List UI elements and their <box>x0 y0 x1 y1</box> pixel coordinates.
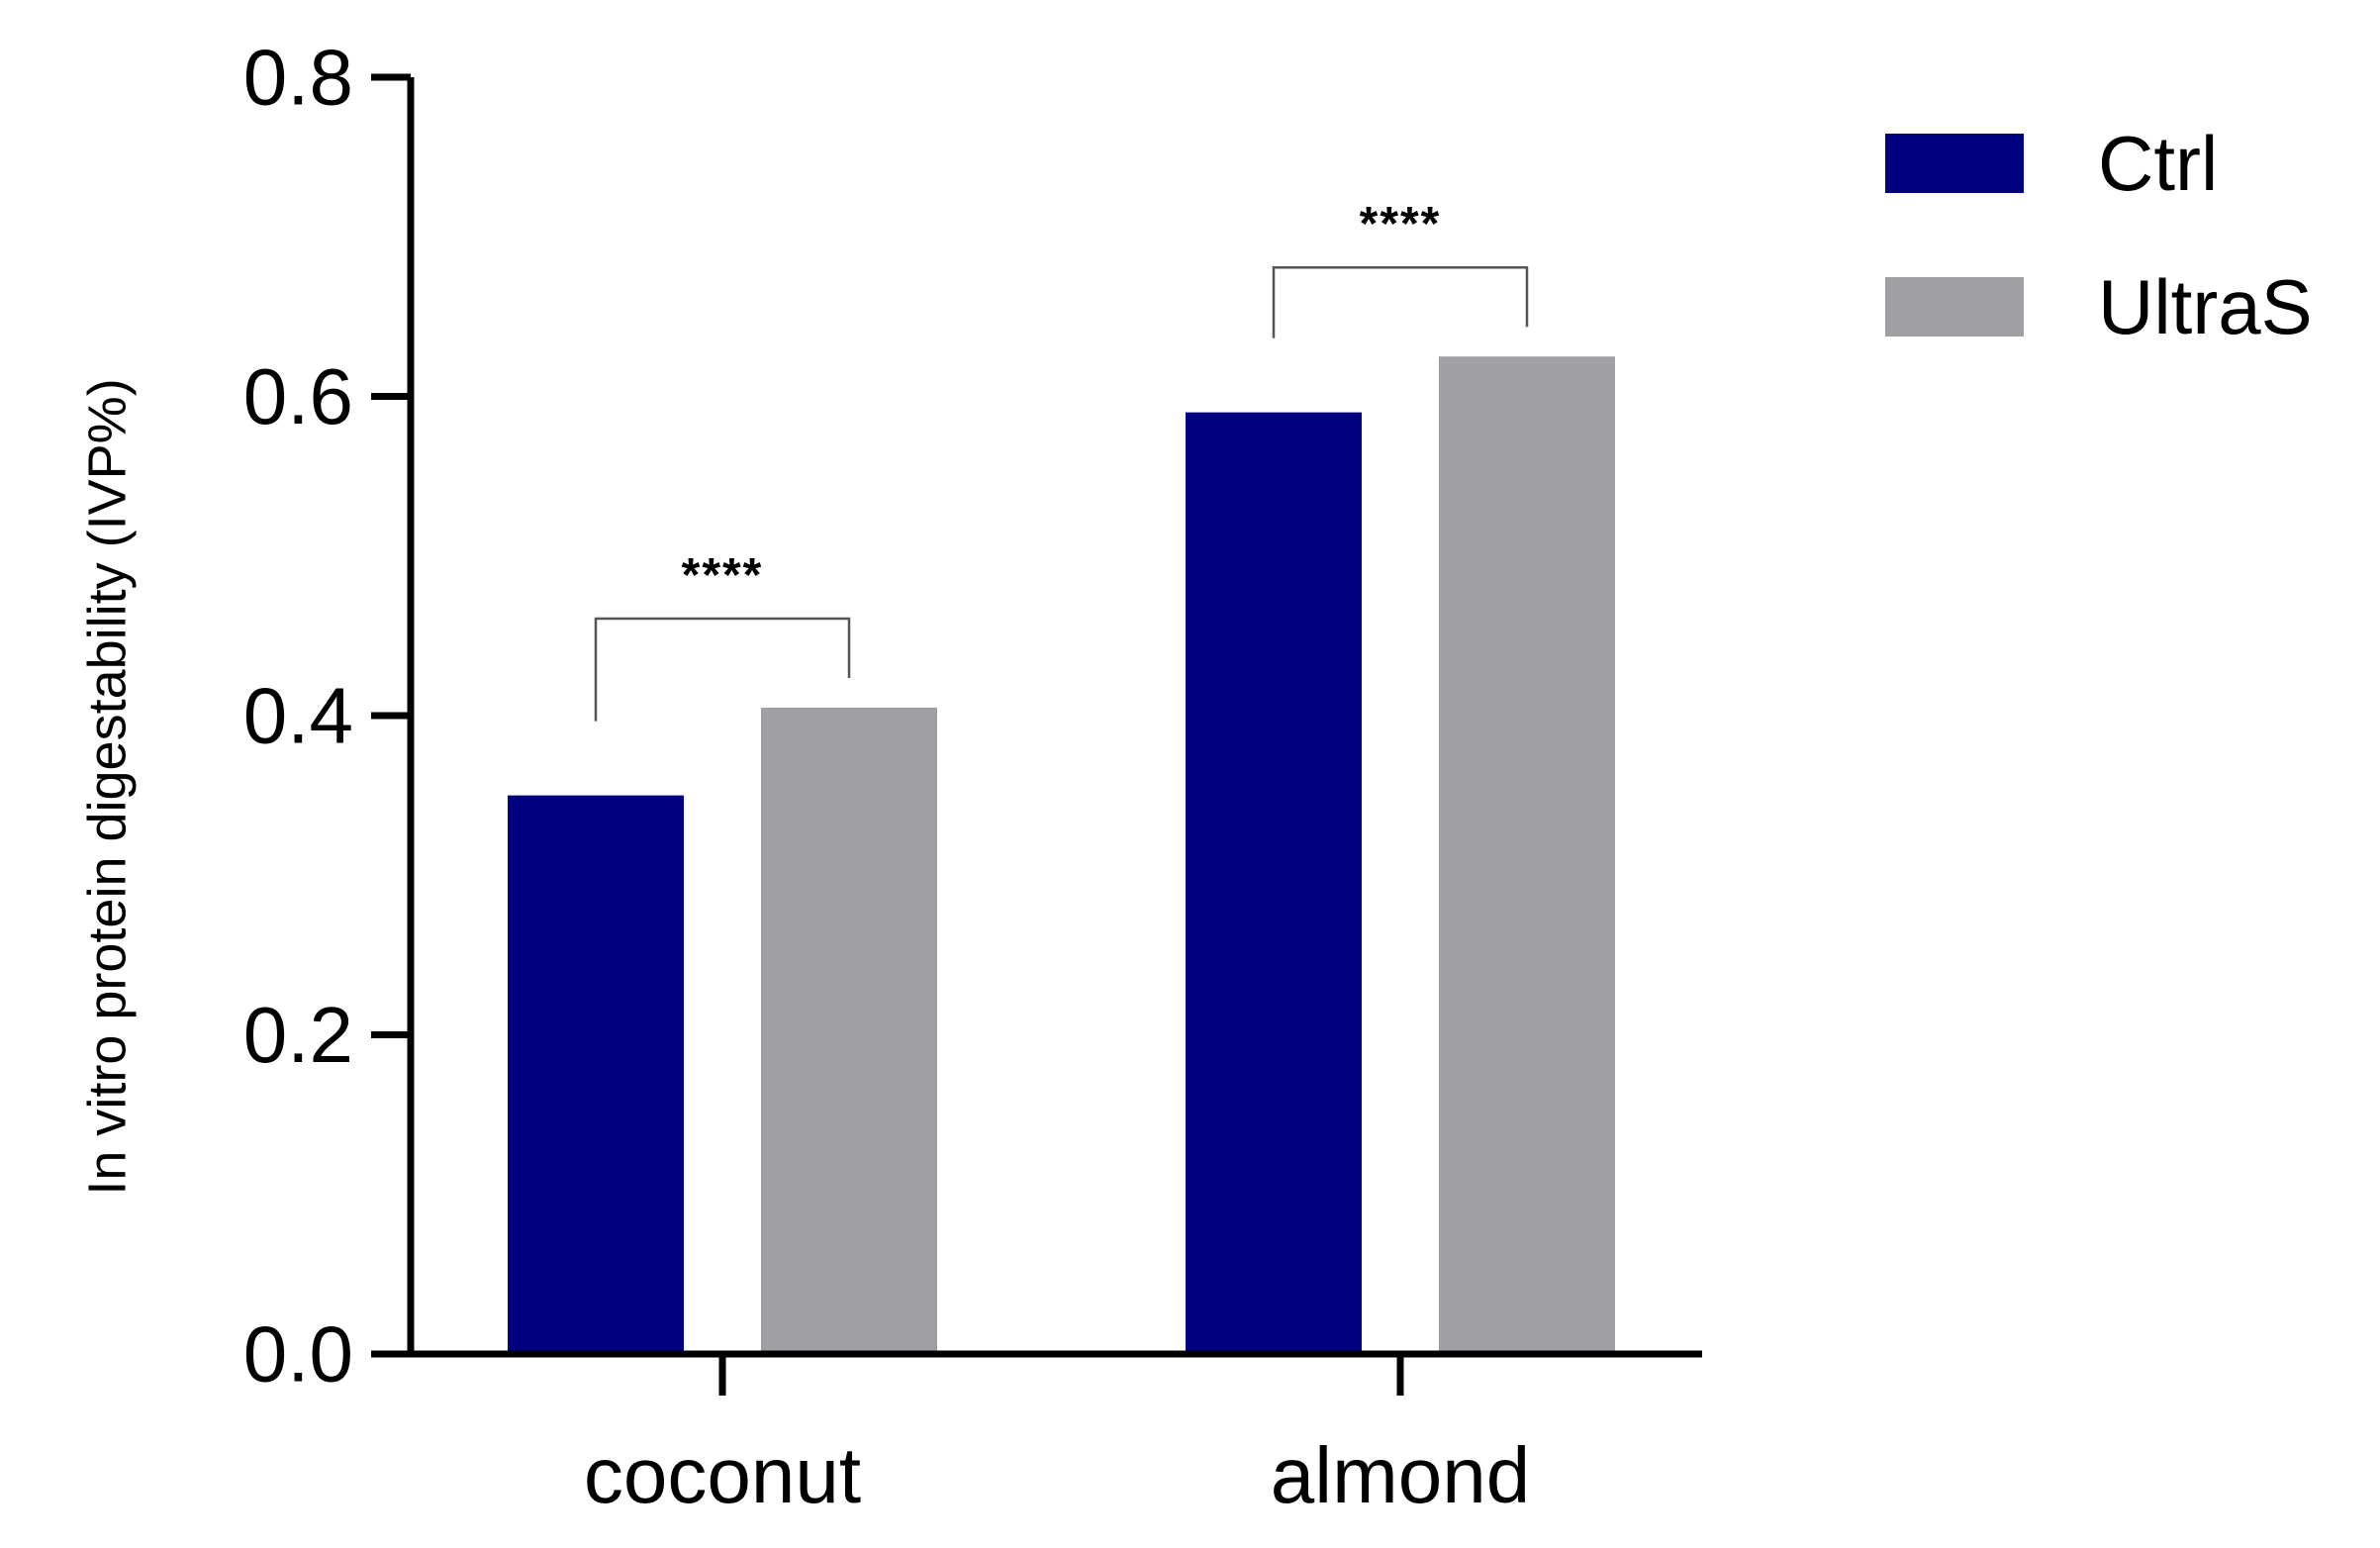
bar-ultras-coconut <box>761 707 937 1354</box>
bar-ultras-almond <box>1439 356 1615 1354</box>
bar-ctrl-coconut <box>508 795 684 1354</box>
y-tick-label-0.2: 0.2 <box>243 991 353 1079</box>
x-tick-label-almond: almond <box>1271 1431 1530 1519</box>
legend-label-ctrl: Ctrl <box>2098 120 2218 207</box>
y-tick-label-0.4: 0.4 <box>243 672 353 760</box>
significance-bracket-almond <box>1272 265 1529 339</box>
y-axis-label: In vitro protein digestability (IVP%) <box>77 378 137 1195</box>
y-axis-label-group: In vitro protein digestability (IVP%) <box>77 378 137 1195</box>
axes-group: 0.0 0.2 0.4 0.6 0.8 coconut almond <box>243 34 1702 1519</box>
bar-ctrl-almond <box>1186 412 1362 1354</box>
y-tick-label-0.8: 0.8 <box>243 34 353 122</box>
bars-group <box>508 356 1615 1354</box>
y-tick-label-0.6: 0.6 <box>243 352 353 440</box>
legend: Ctrl UltraS <box>1885 120 2313 350</box>
y-tick-label-0.0: 0.0 <box>243 1310 353 1399</box>
significance-annotations: **** **** <box>594 198 1529 722</box>
significance-label-almond: **** <box>1360 198 1442 250</box>
significance-bracket-coconut <box>594 617 851 722</box>
significance-label-coconut: **** <box>682 549 764 602</box>
legend-label-ultras: UltraS <box>2098 263 2313 350</box>
x-tick-label-coconut: coconut <box>584 1431 861 1519</box>
legend-swatch-ctrl <box>1885 134 2024 193</box>
legend-swatch-ultras <box>1885 277 2024 337</box>
